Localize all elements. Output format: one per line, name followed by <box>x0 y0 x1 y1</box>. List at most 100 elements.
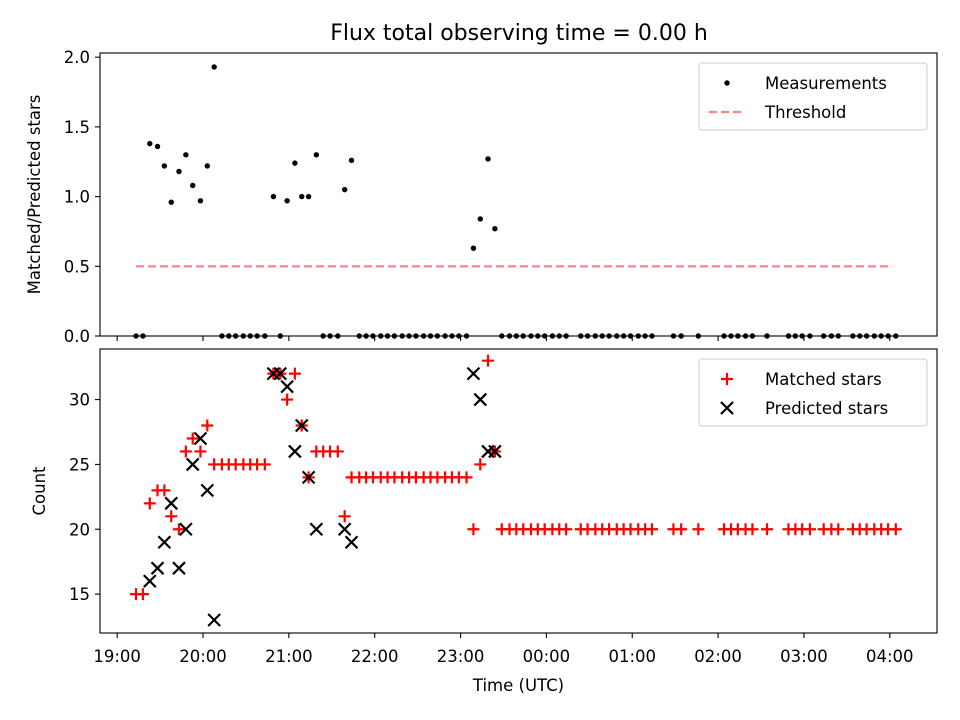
measurement-point <box>176 168 182 175</box>
x-tick-label: 20:00 <box>179 647 227 666</box>
matched-star-point <box>143 497 156 510</box>
x-tick-label: 19:00 <box>93 647 141 666</box>
predicted-star-point <box>200 483 215 498</box>
matched-star-point <box>186 432 199 445</box>
matched-star-point <box>560 523 573 536</box>
predicted-star-point <box>473 392 488 407</box>
legend: Measurements Threshold <box>698 62 928 131</box>
predicted-star-point <box>301 470 316 485</box>
y-tick-label: 0.5 <box>64 257 90 276</box>
legend-box <box>698 358 928 427</box>
predicted-star-point <box>466 366 481 381</box>
matched-star-point <box>179 445 192 458</box>
x-tick-label: 23:00 <box>437 647 485 666</box>
y-tick-label: 25 <box>69 455 90 474</box>
matched-star-point <box>201 419 214 432</box>
matched-star-point <box>645 523 658 536</box>
legend-label: Matched stars <box>765 370 882 389</box>
matched-star-point <box>136 588 149 601</box>
predicted-star-point <box>488 444 502 459</box>
predicted-star-point <box>344 535 359 550</box>
y-tick-label: 1.0 <box>64 188 90 207</box>
axes-frame <box>99 348 938 634</box>
chart-title: Flux total observing time = 0.00 h <box>330 21 708 46</box>
predicted-star-point <box>294 418 309 433</box>
matched-star-point <box>158 484 171 497</box>
x-tick-label: 02:00 <box>694 647 742 666</box>
predicted-star-point <box>157 535 172 550</box>
x-tick-label: 00:00 <box>523 647 571 666</box>
legend-measurement-marker <box>724 80 730 86</box>
measurement-point <box>168 199 174 205</box>
measurement-point <box>183 152 189 158</box>
matched-star-point <box>474 458 487 471</box>
matched-star-point <box>331 445 344 458</box>
measurement-point <box>313 152 320 158</box>
legend-label: Measurements <box>765 74 887 93</box>
x-tick-label: 21:00 <box>265 647 313 666</box>
measurement-point <box>197 198 204 204</box>
legend-predicted-marker <box>720 401 734 415</box>
y-tick-label: 30 <box>69 391 90 410</box>
matched-star-point <box>692 523 705 536</box>
axes-frame <box>99 52 938 337</box>
legend: Matched stars Predicted stars <box>698 358 928 427</box>
matched-star-point <box>338 510 351 523</box>
measurement-point <box>292 160 298 166</box>
x-tick-label: 22:00 <box>351 647 399 666</box>
y-tick-label: 1.5 <box>64 118 90 137</box>
x-axis-label: Time (UTC) <box>472 676 564 695</box>
y-axis-label: Matched/Predicted stars <box>25 95 44 295</box>
bottom-panel-plot: 15 20 25 30 19:00 20:00 21:00 22:00 23:00 00:00 01… <box>30 348 938 695</box>
measurement-point <box>305 193 312 200</box>
y-tick-label: 2.0 <box>64 48 90 67</box>
legend-label: Predicted stars <box>765 399 888 418</box>
measurement-point <box>477 216 483 222</box>
measurement-point <box>270 193 277 200</box>
measurement-point <box>284 198 290 204</box>
matched-star-point <box>482 354 495 367</box>
x-tick-label: 03:00 <box>780 647 828 666</box>
y-axis-label: Count <box>30 466 49 516</box>
measurement-point <box>299 193 305 200</box>
predicted-star-point <box>179 522 193 537</box>
measurement-point <box>470 245 477 251</box>
predicted-star-point <box>143 574 157 588</box>
measurement-point <box>161 163 168 169</box>
top-panel-plot: 0.0 0.5 1.0 1.5 2.0 Matched/Predicted stars Me… <box>25 48 938 346</box>
matched-star-point <box>258 458 271 471</box>
matched-star-point <box>761 523 774 536</box>
x-tick-label: 01:00 <box>608 647 656 666</box>
measurement-point <box>154 143 161 150</box>
predicted-star-point <box>185 457 200 472</box>
predicted-star-point <box>172 561 186 575</box>
predicted-star-point <box>207 613 221 627</box>
measurement-point <box>147 140 153 147</box>
legend-label: Threshold <box>764 103 846 122</box>
measurement-point <box>341 186 348 193</box>
measurement-point <box>492 225 498 232</box>
y-tick-label: 15 <box>69 585 90 604</box>
matched-star-point <box>281 393 294 406</box>
matched-star-point <box>746 523 759 536</box>
legend-box <box>698 62 928 131</box>
measurement-point <box>190 182 196 189</box>
legend-matched-marker <box>721 373 733 385</box>
predicted-star-point <box>273 366 288 381</box>
matched-star-point <box>288 367 301 380</box>
predicted-star-point <box>150 561 165 575</box>
matched-star-point <box>889 523 902 536</box>
matched-star-point <box>460 471 473 484</box>
x-tick-label: 04:00 <box>866 647 914 666</box>
predicted-star-point <box>288 444 302 459</box>
measurement-point <box>485 156 491 162</box>
y-tick-label: 20 <box>69 520 90 539</box>
matched-star-point <box>172 523 185 536</box>
matched-star-point <box>194 445 207 458</box>
measurement-point <box>211 64 217 70</box>
matched-star-point <box>832 523 845 536</box>
measurement-point <box>204 163 211 169</box>
predicted-star-point <box>164 496 179 511</box>
predicted-star-point <box>280 379 294 394</box>
